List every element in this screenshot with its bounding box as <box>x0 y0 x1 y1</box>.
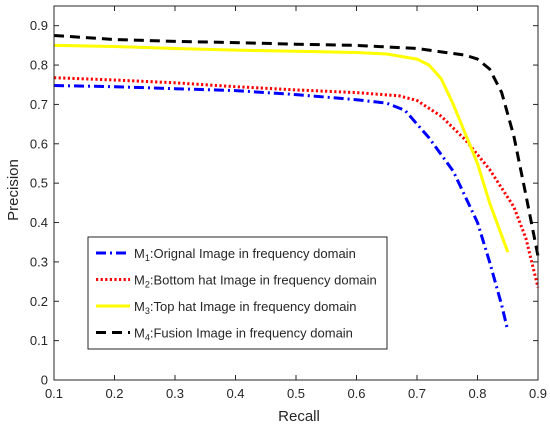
y-tick-label: 0.9 <box>30 18 48 33</box>
x-tick-label: 0.4 <box>226 386 244 401</box>
legend-entry-m3: M3:Top hat Image in frequency domain <box>134 299 357 316</box>
series-line-m3 <box>53 43 510 253</box>
series-line-m4 <box>53 34 540 257</box>
y-tick-label: 0.2 <box>30 294 48 309</box>
legend-box <box>87 236 388 350</box>
y-tick-label: 0.8 <box>30 58 48 73</box>
x-tick-label: 0.1 <box>45 386 63 401</box>
y-tick-label: 0 <box>41 373 48 388</box>
series-line-m2 <box>53 76 540 288</box>
x-tick-label: 0.5 <box>287 386 305 401</box>
legend: M1:Orignal Image in frequency domain M2:B… <box>87 236 388 350</box>
x-tick-label: 0.9 <box>529 386 547 401</box>
legend-entry-m2: M2:Bottom hat Image in frequency domain <box>134 273 377 290</box>
x-tick-label: 0.6 <box>347 386 365 401</box>
y-tick-label: 0.7 <box>30 97 48 112</box>
x-tick-label: 0.3 <box>166 386 184 401</box>
x-tick-label: 0.2 <box>105 386 123 401</box>
x-tick-label: 0.8 <box>468 386 486 401</box>
y-tick-label: 0.3 <box>30 254 48 269</box>
legend-entry-m4: M4:Fusion Image in frequency domain <box>134 326 353 343</box>
y-tick-label: 0.5 <box>30 176 48 191</box>
x-axis-label: Recall <box>278 408 320 425</box>
legend-entry-m1: M1:Orignal Image in frequency domain <box>134 246 356 263</box>
series-line-m1 <box>53 84 510 332</box>
y-tick-label: 0.4 <box>30 215 48 230</box>
y-axis-label: Precision <box>5 159 22 221</box>
y-tick-label: 0.6 <box>30 136 48 151</box>
x-tick-label: 0.7 <box>408 386 426 401</box>
y-tick-label: 0.1 <box>30 333 48 348</box>
